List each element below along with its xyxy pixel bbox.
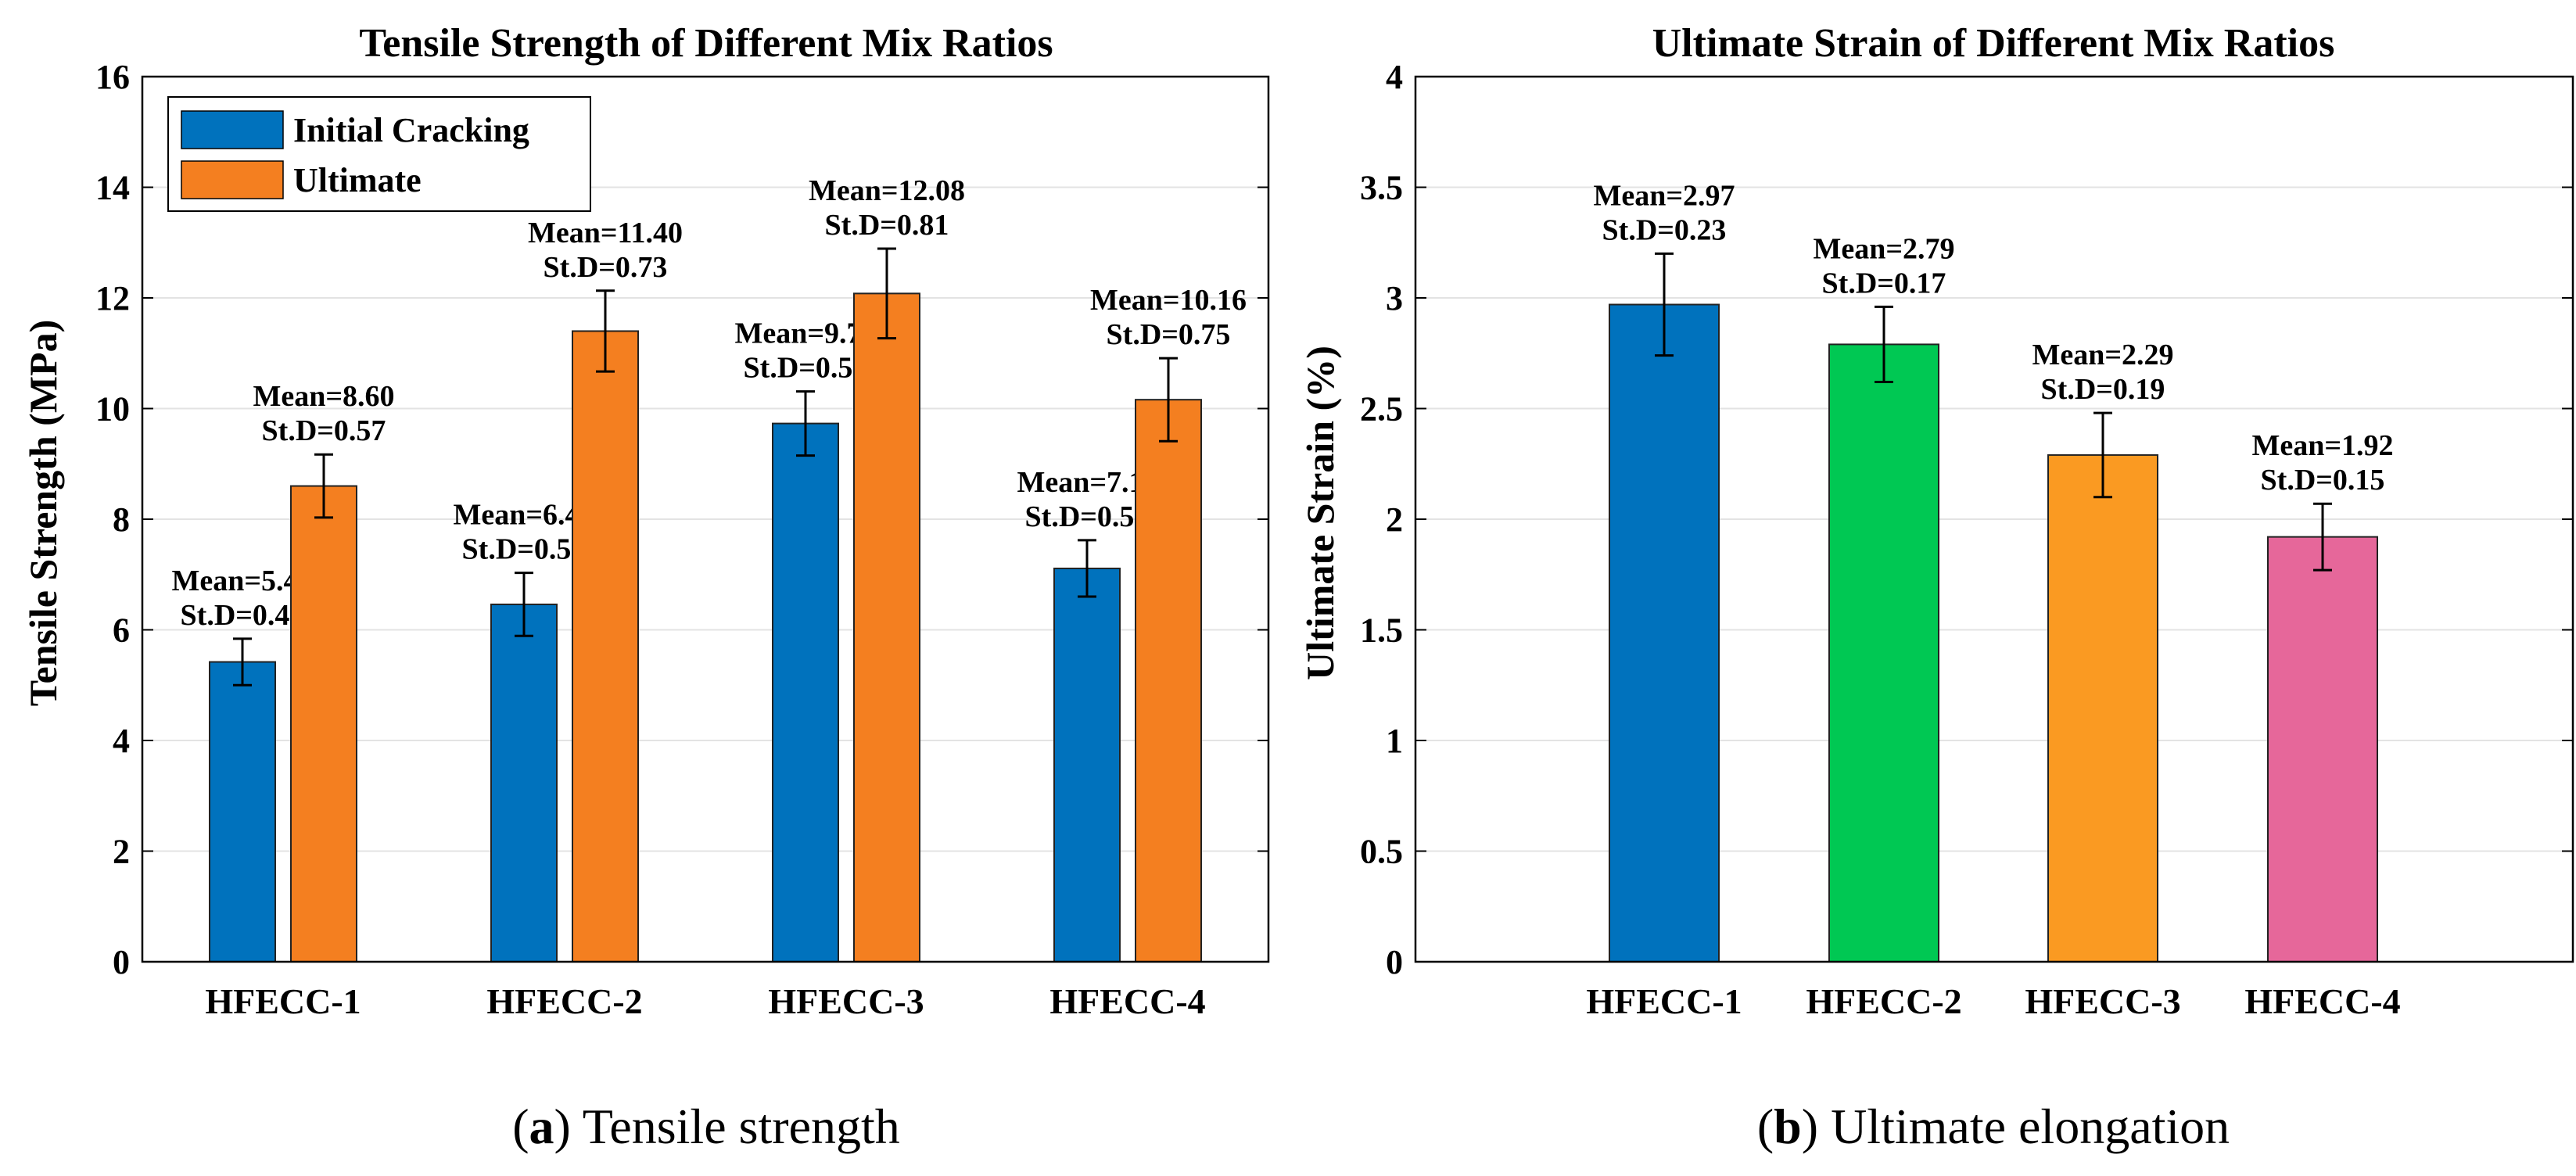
x-tick-label-b: HFECC-1 bbox=[1586, 981, 1742, 1021]
data-label-std-strain-hfecc-1: St.D=0.23 bbox=[1602, 213, 1727, 246]
tensile-strength-chart: Tensile Strength of Different Mix Ratios… bbox=[21, 21, 1270, 1154]
data-label-mean-initial-cracking-hfecc-2: Mean=6.46 bbox=[453, 499, 594, 532]
legend-label-ultimate: Ultimate bbox=[293, 161, 422, 199]
plot-frame-a bbox=[141, 75, 1270, 963]
x-tick-label-a: HFECC-1 bbox=[205, 981, 361, 1021]
x-tick-label-a: HFECC-3 bbox=[768, 981, 924, 1021]
y-tick-label-a: 8 bbox=[113, 500, 130, 539]
bar-initial-cracking-hfecc-3 bbox=[772, 422, 839, 963]
x-tick-label-b: HFECC-2 bbox=[1806, 981, 1961, 1021]
data-label-std-initial-cracking-hfecc-2: St.D=0.57 bbox=[462, 533, 587, 566]
legend-swatch-ultimate bbox=[181, 160, 284, 199]
y-axis-label-b: Ultimate Strain (%) bbox=[1298, 346, 1342, 680]
legend-label-initial-cracking: Initial Cracking bbox=[293, 111, 529, 149]
data-label-std-ultimate-hfecc-2: St.D=0.73 bbox=[544, 251, 668, 284]
plot-frame-b bbox=[1414, 75, 2574, 963]
y-tick-label-a: 10 bbox=[95, 390, 130, 428]
data-label-mean-strain-hfecc-4: Mean=1.92 bbox=[2251, 429, 2393, 462]
data-label-std-ultimate-hfecc-4: St.D=0.75 bbox=[1107, 318, 1231, 351]
y-tick-label-b: 0.5 bbox=[1360, 833, 1403, 871]
bar-ultimate-hfecc-2 bbox=[572, 330, 639, 963]
bar-ultimate-hfecc-3 bbox=[853, 292, 920, 963]
data-label-std-ultimate-hfecc-1: St.D=0.57 bbox=[262, 414, 386, 447]
bar-ultimate-hfecc-4 bbox=[1135, 399, 1202, 963]
caption-a: (a) Tensile strength bbox=[512, 1099, 900, 1154]
legend: Initial Cracking Ultimate bbox=[167, 96, 591, 212]
y-tick-label-a: 6 bbox=[113, 611, 130, 650]
data-label-std-strain-hfecc-4: St.D=0.15 bbox=[2261, 464, 2385, 497]
data-label-std-initial-cracking-hfecc-1: St.D=0.42 bbox=[181, 599, 305, 632]
bar-initial-cracking-hfecc-2 bbox=[490, 603, 558, 963]
data-label-std-ultimate-hfecc-3: St.D=0.81 bbox=[825, 209, 949, 242]
x-tick-label-a: HFECC-4 bbox=[1049, 981, 1205, 1021]
y-tick-label-b: 4 bbox=[1386, 58, 1403, 96]
ultimate-strain-chart: Ultimate Strain of Different Mix Ratios … bbox=[1298, 21, 2574, 1154]
x-tick-label-b: HFECC-3 bbox=[2025, 981, 2180, 1021]
y-tick-label-a: 0 bbox=[113, 943, 130, 981]
bar-strain-hfecc-2 bbox=[1828, 343, 1939, 963]
data-label-mean-initial-cracking-hfecc-4: Mean=7.11 bbox=[1017, 466, 1157, 499]
data-label-mean-strain-hfecc-1: Mean=2.97 bbox=[1593, 179, 1735, 212]
bar-initial-cracking-hfecc-4 bbox=[1053, 567, 1121, 963]
data-label-mean-ultimate-hfecc-1: Mean=8.60 bbox=[253, 380, 394, 413]
data-label-mean-ultimate-hfecc-4: Mean=10.16 bbox=[1090, 284, 1247, 317]
bar-ultimate-hfecc-1 bbox=[290, 485, 357, 963]
bar-strain-hfecc-1 bbox=[1609, 303, 1720, 963]
chart-title-a: Tensile Strength of Different Mix Ratios bbox=[359, 21, 1053, 66]
y-tick-label-a: 16 bbox=[95, 58, 130, 96]
bar-strain-hfecc-4 bbox=[2267, 536, 2378, 963]
data-label-mean-initial-cracking-hfecc-1: Mean=5.42 bbox=[171, 565, 313, 597]
data-label-std-strain-hfecc-3: St.D=0.19 bbox=[2041, 373, 2165, 406]
bar-strain-hfecc-3 bbox=[2047, 454, 2158, 963]
caption-text-b: Ultimate elongation bbox=[1831, 1099, 2230, 1154]
data-label-mean-strain-hfecc-2: Mean=2.79 bbox=[1813, 232, 1954, 265]
data-label-std-initial-cracking-hfecc-4: St.D=0.51 bbox=[1025, 500, 1150, 533]
caption-letter-b: b bbox=[1774, 1099, 1802, 1154]
data-label-std-strain-hfecc-2: St.D=0.17 bbox=[1822, 267, 1946, 299]
data-label-std-initial-cracking-hfecc-3: St.D=0.58 bbox=[744, 352, 868, 385]
y-axis-label-a: Tensile Strength (MPa) bbox=[21, 320, 65, 706]
data-label-mean-initial-cracking-hfecc-3: Mean=9.73 bbox=[734, 317, 876, 350]
y-tick-label-b: 1 bbox=[1386, 722, 1403, 760]
x-tick-label-b: HFECC-4 bbox=[2244, 981, 2400, 1021]
y-tick-label-b: 2 bbox=[1386, 500, 1403, 539]
y-tick-label-b: 3.5 bbox=[1360, 169, 1403, 207]
data-label-mean-strain-hfecc-3: Mean=2.29 bbox=[2032, 339, 2173, 371]
y-tick-label-a: 4 bbox=[113, 722, 130, 760]
y-tick-label-a: 14 bbox=[95, 169, 130, 207]
y-tick-label-a: 12 bbox=[95, 279, 130, 317]
y-tick-label-a: 2 bbox=[113, 833, 130, 871]
data-label-mean-ultimate-hfecc-2: Mean=11.40 bbox=[528, 217, 683, 249]
y-tick-label-b: 2.5 bbox=[1360, 390, 1403, 428]
caption-text-a: Tensile strength bbox=[583, 1099, 900, 1154]
y-tick-label-b: 1.5 bbox=[1360, 611, 1403, 650]
data-label-mean-ultimate-hfecc-3: Mean=12.08 bbox=[809, 174, 965, 207]
caption-letter-a: a bbox=[529, 1099, 554, 1154]
chart-title-b: Ultimate Strain of Different Mix Ratios bbox=[1652, 21, 2335, 66]
y-tick-label-b: 0 bbox=[1386, 943, 1403, 981]
legend-swatch-initial-cracking bbox=[181, 110, 284, 149]
x-tick-label-a: HFECC-2 bbox=[486, 981, 642, 1021]
y-tick-label-b: 3 bbox=[1386, 279, 1403, 317]
caption-b: (b) Ultimate elongation bbox=[1757, 1099, 2230, 1154]
bar-initial-cracking-hfecc-1 bbox=[209, 661, 276, 963]
